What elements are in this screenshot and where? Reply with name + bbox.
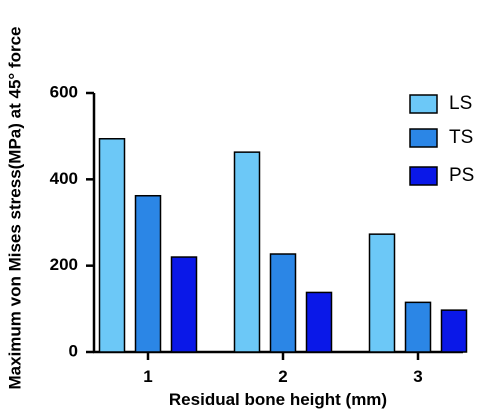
legend-swatch-ts	[409, 128, 438, 148]
bar-ps-3	[440, 309, 468, 353]
bar-ts-1	[134, 194, 162, 353]
legend-label-ts: TS	[449, 127, 473, 148]
legend-swatch-ps	[409, 166, 438, 186]
y-tick-label: 0	[69, 341, 78, 360]
bar-ls-3	[368, 233, 396, 353]
y-axis-title: Maximum von Mises stress(MPa) at 45° for…	[5, 27, 24, 390]
x-tick-label: 1	[143, 367, 152, 386]
x-axis-title: Residual bone height (mm)	[169, 390, 387, 409]
y-tick-label: 400	[50, 169, 78, 188]
bar-ls-1	[98, 138, 126, 353]
bar-ps-2	[305, 291, 333, 353]
x-tick-label: 2	[278, 367, 287, 386]
legend-label-ls: LS	[449, 93, 472, 114]
legend-swatch-ls	[409, 94, 438, 114]
y-tick-label: 600	[50, 82, 78, 101]
bar-ps-1	[170, 256, 198, 353]
bar-ts-2	[269, 253, 297, 353]
y-tick-label: 200	[50, 255, 78, 274]
bar-ts-3	[404, 301, 432, 353]
y-ticks: 0 200 400 600	[50, 82, 94, 360]
legend-label-ps: PS	[449, 165, 474, 186]
x-tick-label: 3	[413, 367, 422, 386]
legend: LS TS PS	[409, 93, 474, 186]
bar-ls-2	[233, 151, 261, 353]
bars	[98, 138, 468, 353]
x-ticks: 1 2 3	[143, 352, 423, 386]
